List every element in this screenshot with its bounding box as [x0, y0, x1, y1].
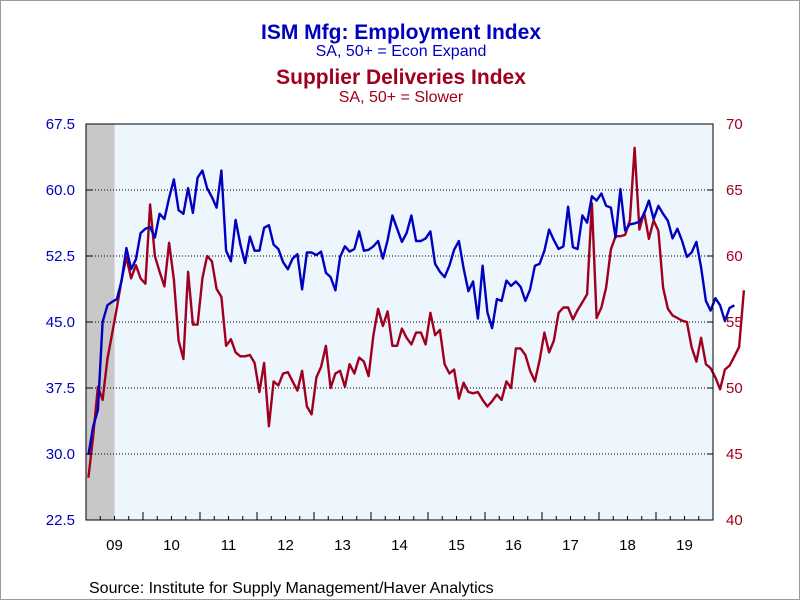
source-note: Source: Institute for Supply Management/…	[89, 580, 494, 597]
left-axis-tick-label: 30.0	[46, 446, 75, 463]
x-axis-tick-label: 09	[106, 537, 123, 554]
x-axis-tick-label: 16	[505, 537, 522, 554]
x-axis-tick-label: 11	[221, 537, 237, 554]
deliveries-title: Supplier Deliveries Index	[276, 66, 526, 89]
employment-subtitle: SA, 50+ = Econ Expand	[316, 43, 487, 60]
deliveries-subtitle: SA, 50+ = Slower	[339, 89, 464, 106]
left-axis-tick-label: 45.0	[46, 314, 75, 331]
x-axis-tick-label: 13	[334, 537, 351, 554]
left-axis-tick-label: 22.5	[46, 512, 75, 529]
x-axis-tick-label: 19	[676, 537, 693, 554]
right-axis-tick-label: 45	[726, 446, 743, 463]
left-axis-tick-label: 52.5	[46, 248, 75, 265]
x-axis-tick-label: 12	[277, 537, 294, 554]
employment-title: ISM Mfg: Employment Index	[261, 21, 541, 44]
right-axis-tick-label: 60	[726, 248, 743, 265]
x-axis-tick-label: 10	[163, 537, 180, 554]
left-axis-tick-label: 37.5	[46, 380, 75, 397]
right-axis-tick-label: 55	[726, 314, 743, 331]
x-axis-tick-label: 15	[448, 537, 465, 554]
right-axis-tick-label: 65	[726, 182, 743, 199]
deliveries-series-line	[87, 146, 746, 478]
left-axis-tick-label: 67.5	[46, 116, 75, 133]
left-axis-tick-label: 60.0	[46, 182, 75, 199]
employment-series-line	[87, 169, 735, 456]
x-axis-tick-label: 17	[562, 537, 579, 554]
right-axis-tick-label: 50	[726, 380, 743, 397]
x-axis-tick-label: 18	[619, 537, 636, 554]
x-axis-tick-label: 14	[391, 537, 408, 554]
plot-area	[86, 124, 713, 520]
right-axis-tick-label: 70	[726, 116, 743, 133]
right-axis-tick-label: 40	[726, 512, 743, 529]
